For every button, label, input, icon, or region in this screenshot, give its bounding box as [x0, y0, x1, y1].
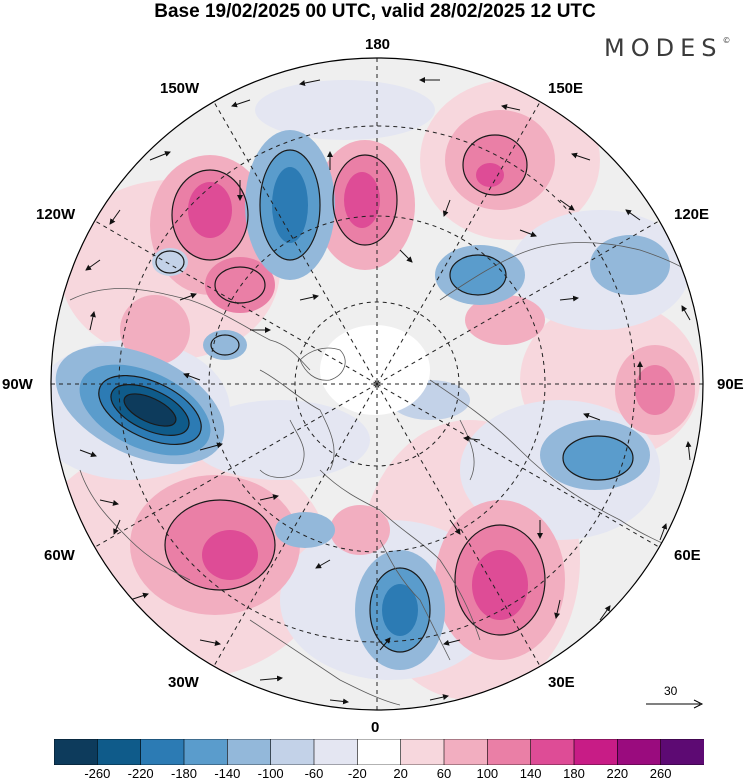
lon-label-90w: 90W: [2, 376, 33, 393]
colorbar-swatch: [617, 739, 662, 765]
colorbar-tick-label: 60: [436, 766, 452, 781]
colorbar-swatch: [573, 739, 619, 765]
lon-label-90e: 90E: [717, 376, 744, 393]
lon-label-120w: 120W: [36, 206, 76, 223]
lon-label-180: 180: [365, 36, 391, 53]
modes-logo: MODES©: [604, 34, 731, 62]
lon-label-120e: 120E: [674, 206, 710, 223]
map-title: Base 19/02/2025 00 UTC, valid 28/02/2025…: [154, 1, 596, 22]
colorbar: [54, 739, 704, 765]
colorbar-tick-label: -140: [214, 766, 241, 781]
colorbar-swatch: [54, 739, 99, 765]
lon-label-30w: 30W: [168, 674, 199, 691]
colorbar-swatch: [313, 739, 359, 765]
colorbar-tick-label: -100: [257, 766, 284, 781]
colorbar-swatch: [443, 739, 489, 765]
lon-label-60e: 60E: [674, 547, 701, 564]
colorbar-swatch: [357, 739, 402, 765]
colorbar-tick-label: 220: [606, 766, 629, 781]
colorbar-swatch: [140, 739, 185, 765]
colorbar-tick-label: 260: [649, 766, 672, 781]
colorbar-swatch: [487, 739, 532, 765]
colorbar-swatch: [400, 739, 445, 765]
graticule: [51, 58, 703, 710]
map-boundary: [50, 57, 704, 711]
lon-label-150w: 150W: [160, 80, 200, 97]
colorbar-swatch: [183, 739, 229, 765]
colorbar-tick-label: 100: [476, 766, 499, 781]
lon-label-0: 0: [371, 719, 380, 736]
colorbar-tick-label: 140: [519, 766, 542, 781]
lon-label-30e: 30E: [548, 674, 575, 691]
lon-label-150e: 150E: [548, 80, 584, 97]
colorbar-swatch: [530, 739, 575, 765]
contour-lines: [98, 134, 634, 653]
coastlines: [69, 242, 701, 706]
colorbar-tick-label: -20: [347, 766, 367, 781]
colorbar-tick-label: -60: [304, 766, 324, 781]
colorbar-swatch: [660, 739, 704, 765]
colorbar-tick-label: 180: [563, 766, 585, 781]
colorbar-tick-label: -180: [170, 766, 198, 781]
colorbar-swatch: [227, 739, 272, 765]
colorbar-tick-label: -260: [84, 766, 111, 781]
polar-stereographic-map: [50, 57, 704, 711]
colorbar-swatch: [270, 739, 315, 765]
colorbar-tick-label: -220: [127, 766, 154, 781]
lon-label-60w: 60W: [44, 547, 75, 564]
colorbar-tick-label: 20: [393, 766, 408, 781]
reference-vector-arrow: [646, 699, 704, 709]
reference-vector-label: 30: [664, 684, 678, 698]
colorbar-swatch: [97, 739, 142, 765]
colorbar-tick-labels: -260 -220 -180 -140 -100 -60 -20 20 60 100 140 180 2…: [0, 766, 750, 783]
